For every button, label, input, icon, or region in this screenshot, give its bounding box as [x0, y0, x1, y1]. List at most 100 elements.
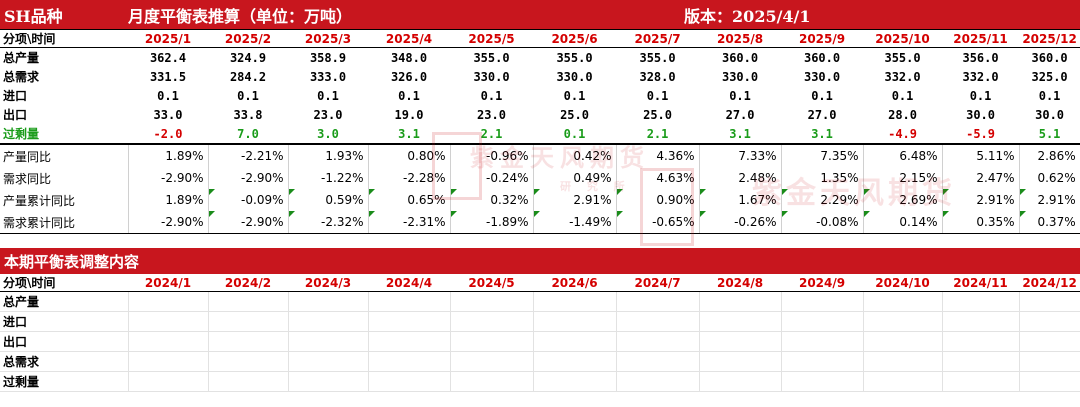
adjustment-cell: [781, 371, 864, 392]
balance-cell: 360.0: [803, 50, 841, 65]
balance-cell: 326.0: [390, 69, 428, 84]
month-header: 2024/10: [863, 274, 943, 292]
comment-marker: [533, 189, 540, 195]
month-header: 2025/5: [450, 29, 533, 48]
adjustment-cell: [863, 371, 943, 392]
balance-cell: 3.1: [729, 126, 751, 141]
pct-cell: -1.49%: [533, 211, 617, 234]
balance-cell: 331.5: [149, 69, 187, 84]
adjustment-cell: [288, 351, 369, 372]
pct-cell: 4.63%: [616, 167, 700, 189]
month-header: 2024/2: [208, 274, 288, 292]
month-header: 2025/6: [533, 29, 617, 48]
pct-cell: 5.11%: [942, 143, 1020, 167]
adjustment-cell: [616, 311, 700, 332]
adjustment-cell: [450, 351, 534, 372]
row-label: 过剩量: [3, 127, 40, 141]
adjustment-cell: [533, 371, 617, 392]
comment-marker: [1019, 211, 1026, 217]
adjustment-cell: [942, 311, 1020, 332]
pct-value: -2.90%: [241, 171, 284, 185]
pct-cell: 1.89%: [128, 143, 209, 167]
pct-cell: 2.48%: [699, 167, 782, 189]
row-label: 总需求: [0, 351, 129, 372]
spacer-row: [0, 234, 1080, 249]
adjustment-cell: [863, 311, 943, 332]
adjustment-cell: [533, 291, 617, 312]
month-header: 2025/3: [288, 29, 368, 48]
balance-cell: 30.0: [966, 107, 995, 122]
month-header: 2025/1: [128, 29, 208, 48]
pct-value: 4.63%: [656, 171, 695, 185]
balance-cell: 2.1: [480, 126, 503, 141]
pct-cell: 2.91%: [942, 189, 1020, 211]
balance-cell: 360.0: [1031, 50, 1068, 65]
version-label: 版本：2025/4/1: [616, 0, 1080, 30]
adjustment-cell: [450, 291, 534, 312]
comment-marker: [208, 189, 215, 195]
balance-cell: 330.0: [803, 69, 841, 84]
pct-value: -2.90%: [161, 215, 204, 229]
balance-row: 总产量 362.4 324.9 358.9 348.0 355.0 355.0 355.0 36…: [0, 48, 1080, 68]
balance-cell: 27.0: [807, 107, 837, 122]
comment-marker: [450, 211, 457, 217]
balance-cell: 23.0: [313, 107, 343, 122]
pct-value: 5.11%: [976, 149, 1015, 163]
adjustment-cell: [699, 351, 782, 372]
pct-value: 0.14%: [899, 215, 938, 229]
balance-cell: 0.1: [317, 88, 339, 103]
pct-cell: -0.08%: [781, 211, 864, 234]
comment-marker: [450, 189, 457, 195]
adjustment-cell: [533, 331, 617, 352]
pct-value: -2.90%: [241, 215, 284, 229]
month-header: 2025/7: [616, 29, 700, 48]
balance-cell: 0.1: [157, 88, 179, 103]
balance-cell: 23.0: [477, 107, 506, 122]
row-label: 进口: [0, 311, 129, 332]
balance-cell: 356.0: [962, 50, 999, 65]
banner-row: SH品种 月度平衡表推算（单位：万吨） 版本：2025/4/1: [0, 0, 1080, 30]
pct-row: 产量累计同比 1.89% -0.09% 0.59% 0.65% 0.32% 2.91% 0.9…: [0, 189, 1080, 211]
row-label: 过剩量: [0, 371, 129, 392]
comment-marker: [208, 211, 215, 217]
comment-marker: [699, 211, 706, 217]
pct-cell: -0.09%: [208, 189, 289, 211]
balance-cell: 348.0: [390, 50, 428, 65]
balance-cell: 355.0: [639, 50, 676, 65]
pct-value: -2.90%: [161, 171, 204, 185]
comment-marker: [942, 189, 949, 195]
pct-value: 0.90%: [656, 193, 695, 207]
pct-cell: 0.90%: [616, 189, 700, 211]
row-label: 产量同比: [0, 143, 129, 167]
balance-cell: -2.0: [153, 126, 183, 141]
product-label: SH品种: [0, 0, 128, 30]
adjustment-cell: [128, 371, 209, 392]
adjustment-cell: [288, 291, 369, 312]
balance-cell: 333.0: [309, 69, 347, 84]
adjustment-cell: [128, 291, 209, 312]
adjustment-cell: [863, 351, 943, 372]
balance-cell: 2.1: [646, 126, 669, 141]
balance-cell: 330.0: [721, 69, 759, 84]
month-header: 2024/4: [368, 274, 450, 292]
month-header: 2025/9: [781, 29, 864, 48]
pct-cell: 0.59%: [288, 189, 369, 211]
balance-cell: 0.1: [398, 88, 420, 103]
pct-value: 0.65%: [407, 193, 446, 207]
pct-cell: 0.62%: [1019, 167, 1080, 189]
adjustment-cell: [128, 331, 209, 352]
adjustment-cell: [368, 291, 451, 312]
balance-cell: 19.0: [394, 107, 424, 122]
adjustment-cell: [533, 351, 617, 372]
adjustment-cell: [1019, 371, 1080, 392]
balance-cell: 33.8: [233, 107, 263, 122]
month-header: 2024/7: [616, 274, 700, 292]
pct-cell: -2.90%: [128, 211, 209, 234]
pct-row: 需求同比 -2.90% -2.90% -1.22% -2.28% -0.24% 0.49% 4…: [0, 167, 1080, 189]
row-label: 需求同比: [0, 167, 129, 189]
section2-title: 本期平衡表调整内容: [0, 248, 1080, 274]
pct-cell: 6.48%: [863, 143, 943, 167]
pct-cell: 2.69%: [863, 189, 943, 211]
balance-cell: 330.0: [473, 69, 510, 84]
